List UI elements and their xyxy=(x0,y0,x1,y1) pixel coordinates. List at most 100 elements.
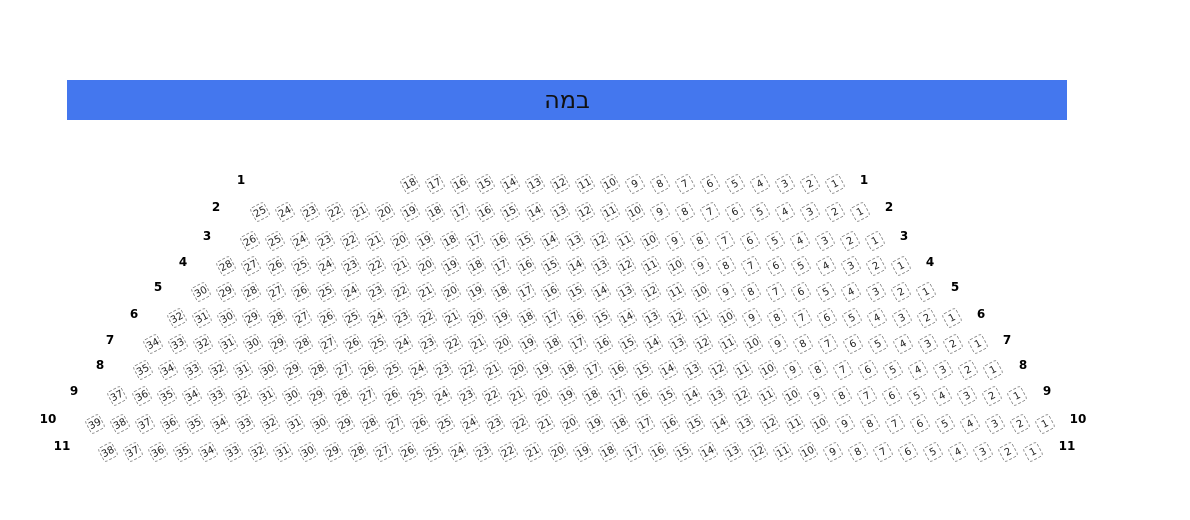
seat[interactable]: 24 xyxy=(447,441,469,463)
seat[interactable]: 26 xyxy=(316,307,338,329)
seat[interactable]: 37 xyxy=(106,385,128,407)
seat[interactable]: 8 xyxy=(859,413,881,435)
seat[interactable]: 3 xyxy=(814,230,836,252)
seat[interactable]: 1 xyxy=(1022,441,1044,463)
seat[interactable]: 23 xyxy=(432,359,454,381)
seat[interactable]: 1 xyxy=(915,281,937,303)
seat[interactable]: 36 xyxy=(131,385,153,407)
seat[interactable]: 22 xyxy=(509,413,531,435)
seat[interactable]: 18 xyxy=(609,413,631,435)
seat[interactable]: 2 xyxy=(890,281,912,303)
seat[interactable]: 28 xyxy=(307,359,329,381)
seat[interactable]: 34 xyxy=(197,441,219,463)
seat[interactable]: 3 xyxy=(891,307,913,329)
seat[interactable]: 6 xyxy=(699,173,721,195)
seat[interactable]: 30 xyxy=(309,413,331,435)
seat[interactable]: 25 xyxy=(406,385,428,407)
seat[interactable]: 6 xyxy=(765,255,787,277)
seat[interactable]: 35 xyxy=(172,441,194,463)
seat[interactable]: 35 xyxy=(156,385,178,407)
seat[interactable]: 6 xyxy=(909,413,931,435)
seat[interactable]: 9 xyxy=(664,230,686,252)
seat[interactable]: 11 xyxy=(640,255,662,277)
seat[interactable]: 26 xyxy=(239,230,261,252)
seat[interactable]: 5 xyxy=(906,385,928,407)
seat[interactable]: 15 xyxy=(656,385,678,407)
seat[interactable]: 5 xyxy=(841,307,863,329)
seat[interactable]: 8 xyxy=(807,359,829,381)
seat[interactable]: 29 xyxy=(267,333,289,355)
seat[interactable]: 36 xyxy=(147,441,169,463)
seat[interactable]: 2 xyxy=(839,230,861,252)
seat[interactable]: 14 xyxy=(524,201,546,223)
seat[interactable]: 8 xyxy=(715,255,737,277)
seat[interactable]: 15 xyxy=(514,230,536,252)
seat[interactable]: 22 xyxy=(442,333,464,355)
seat[interactable]: 3 xyxy=(865,281,887,303)
seat[interactable]: 18 xyxy=(424,201,446,223)
seat[interactable]: 7 xyxy=(740,255,762,277)
seat[interactable]: 13 xyxy=(524,173,546,195)
seat[interactable]: 4 xyxy=(774,201,796,223)
seat[interactable]: 3 xyxy=(956,385,978,407)
seat[interactable]: 2 xyxy=(1009,413,1031,435)
seat[interactable]: 16 xyxy=(489,230,511,252)
seat[interactable]: 4 xyxy=(815,255,837,277)
seat[interactable]: 21 xyxy=(522,441,544,463)
seat[interactable]: 9 xyxy=(834,413,856,435)
seat[interactable]: 24 xyxy=(315,255,337,277)
seat[interactable]: 27 xyxy=(332,359,354,381)
seat[interactable]: 11 xyxy=(756,385,778,407)
seat[interactable]: 20 xyxy=(492,333,514,355)
seat[interactable]: 4 xyxy=(866,307,888,329)
seat[interactable]: 21 xyxy=(364,230,386,252)
seat[interactable]: 12 xyxy=(589,230,611,252)
seat[interactable]: 22 xyxy=(339,230,361,252)
seat[interactable]: 1 xyxy=(1006,385,1028,407)
seat[interactable]: 28 xyxy=(215,255,237,277)
seat[interactable]: 19 xyxy=(584,413,606,435)
seat[interactable]: 1 xyxy=(890,255,912,277)
seat[interactable]: 16 xyxy=(566,307,588,329)
seat[interactable]: 18 xyxy=(516,307,538,329)
seat[interactable]: 7 xyxy=(714,230,736,252)
seat[interactable]: 16 xyxy=(474,201,496,223)
seat[interactable]: 31 xyxy=(256,385,278,407)
seat[interactable]: 17 xyxy=(449,201,471,223)
seat[interactable]: 16 xyxy=(515,255,537,277)
seat[interactable]: 19 xyxy=(556,385,578,407)
seat[interactable]: 13 xyxy=(706,385,728,407)
seat[interactable]: 34 xyxy=(209,413,231,435)
seat[interactable]: 21 xyxy=(441,307,463,329)
seat[interactable]: 17 xyxy=(515,281,537,303)
seat[interactable]: 10 xyxy=(665,255,687,277)
seat[interactable]: 1 xyxy=(941,307,963,329)
seat[interactable]: 2 xyxy=(824,201,846,223)
seat[interactable]: 15 xyxy=(474,173,496,195)
seat[interactable]: 27 xyxy=(356,385,378,407)
seat[interactable]: 26 xyxy=(381,385,403,407)
seat[interactable]: 21 xyxy=(534,413,556,435)
seat[interactable]: 34 xyxy=(157,359,179,381)
seat[interactable]: 28 xyxy=(292,333,314,355)
seat[interactable]: 9 xyxy=(715,281,737,303)
seat[interactable]: 38 xyxy=(97,441,119,463)
seat[interactable]: 21 xyxy=(482,359,504,381)
seat[interactable]: 12 xyxy=(731,385,753,407)
seat[interactable]: 27 xyxy=(240,255,262,277)
seat[interactable]: 5 xyxy=(815,281,837,303)
seat[interactable]: 28 xyxy=(347,441,369,463)
seat[interactable]: 32 xyxy=(231,385,253,407)
seat[interactable]: 26 xyxy=(397,441,419,463)
seat[interactable]: 6 xyxy=(881,385,903,407)
seat[interactable]: 7 xyxy=(832,359,854,381)
seat[interactable]: 22 xyxy=(457,359,479,381)
seat[interactable]: 28 xyxy=(331,385,353,407)
seat[interactable]: 2 xyxy=(997,441,1019,463)
seat[interactable]: 30 xyxy=(216,307,238,329)
seat[interactable]: 24 xyxy=(340,281,362,303)
seat[interactable]: 23 xyxy=(299,201,321,223)
seat[interactable]: 1 xyxy=(849,201,871,223)
seat[interactable]: 30 xyxy=(281,385,303,407)
seat[interactable]: 9 xyxy=(741,307,763,329)
